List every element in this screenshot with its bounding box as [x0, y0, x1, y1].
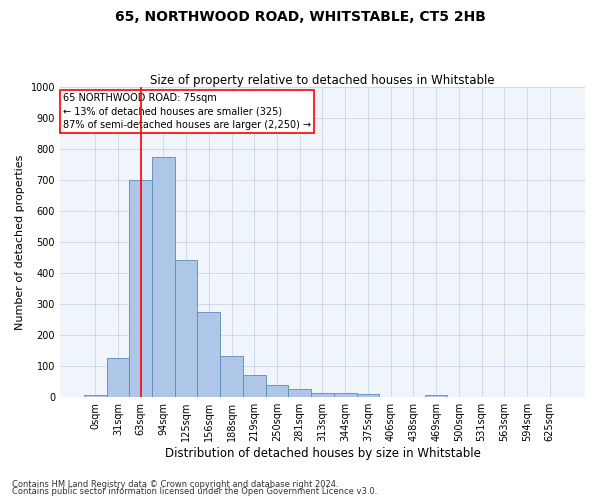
Bar [356, 394, 379, 397]
Bar [84, 394, 107, 397]
Bar [152, 157, 175, 397]
Bar [243, 376, 266, 397]
Bar [334, 394, 356, 397]
Bar [425, 394, 448, 397]
Y-axis label: Number of detached properties: Number of detached properties [15, 154, 25, 330]
Bar [129, 180, 152, 397]
Text: 65, NORTHWOOD ROAD, WHITSTABLE, CT5 2HB: 65, NORTHWOOD ROAD, WHITSTABLE, CT5 2HB [115, 10, 485, 24]
Bar [175, 260, 197, 397]
Bar [220, 356, 243, 397]
X-axis label: Distribution of detached houses by size in Whitstable: Distribution of detached houses by size … [164, 447, 481, 460]
Text: Contains HM Land Registry data © Crown copyright and database right 2024.: Contains HM Land Registry data © Crown c… [12, 480, 338, 489]
Bar [289, 389, 311, 397]
Bar [266, 385, 289, 397]
Bar [311, 392, 334, 397]
Bar [107, 358, 129, 397]
Bar [197, 312, 220, 397]
Text: Contains public sector information licensed under the Open Government Licence v3: Contains public sector information licen… [12, 487, 377, 496]
Text: 65 NORTHWOOD ROAD: 75sqm
← 13% of detached houses are smaller (325)
87% of semi-: 65 NORTHWOOD ROAD: 75sqm ← 13% of detach… [62, 93, 311, 130]
Title: Size of property relative to detached houses in Whitstable: Size of property relative to detached ho… [150, 74, 495, 87]
